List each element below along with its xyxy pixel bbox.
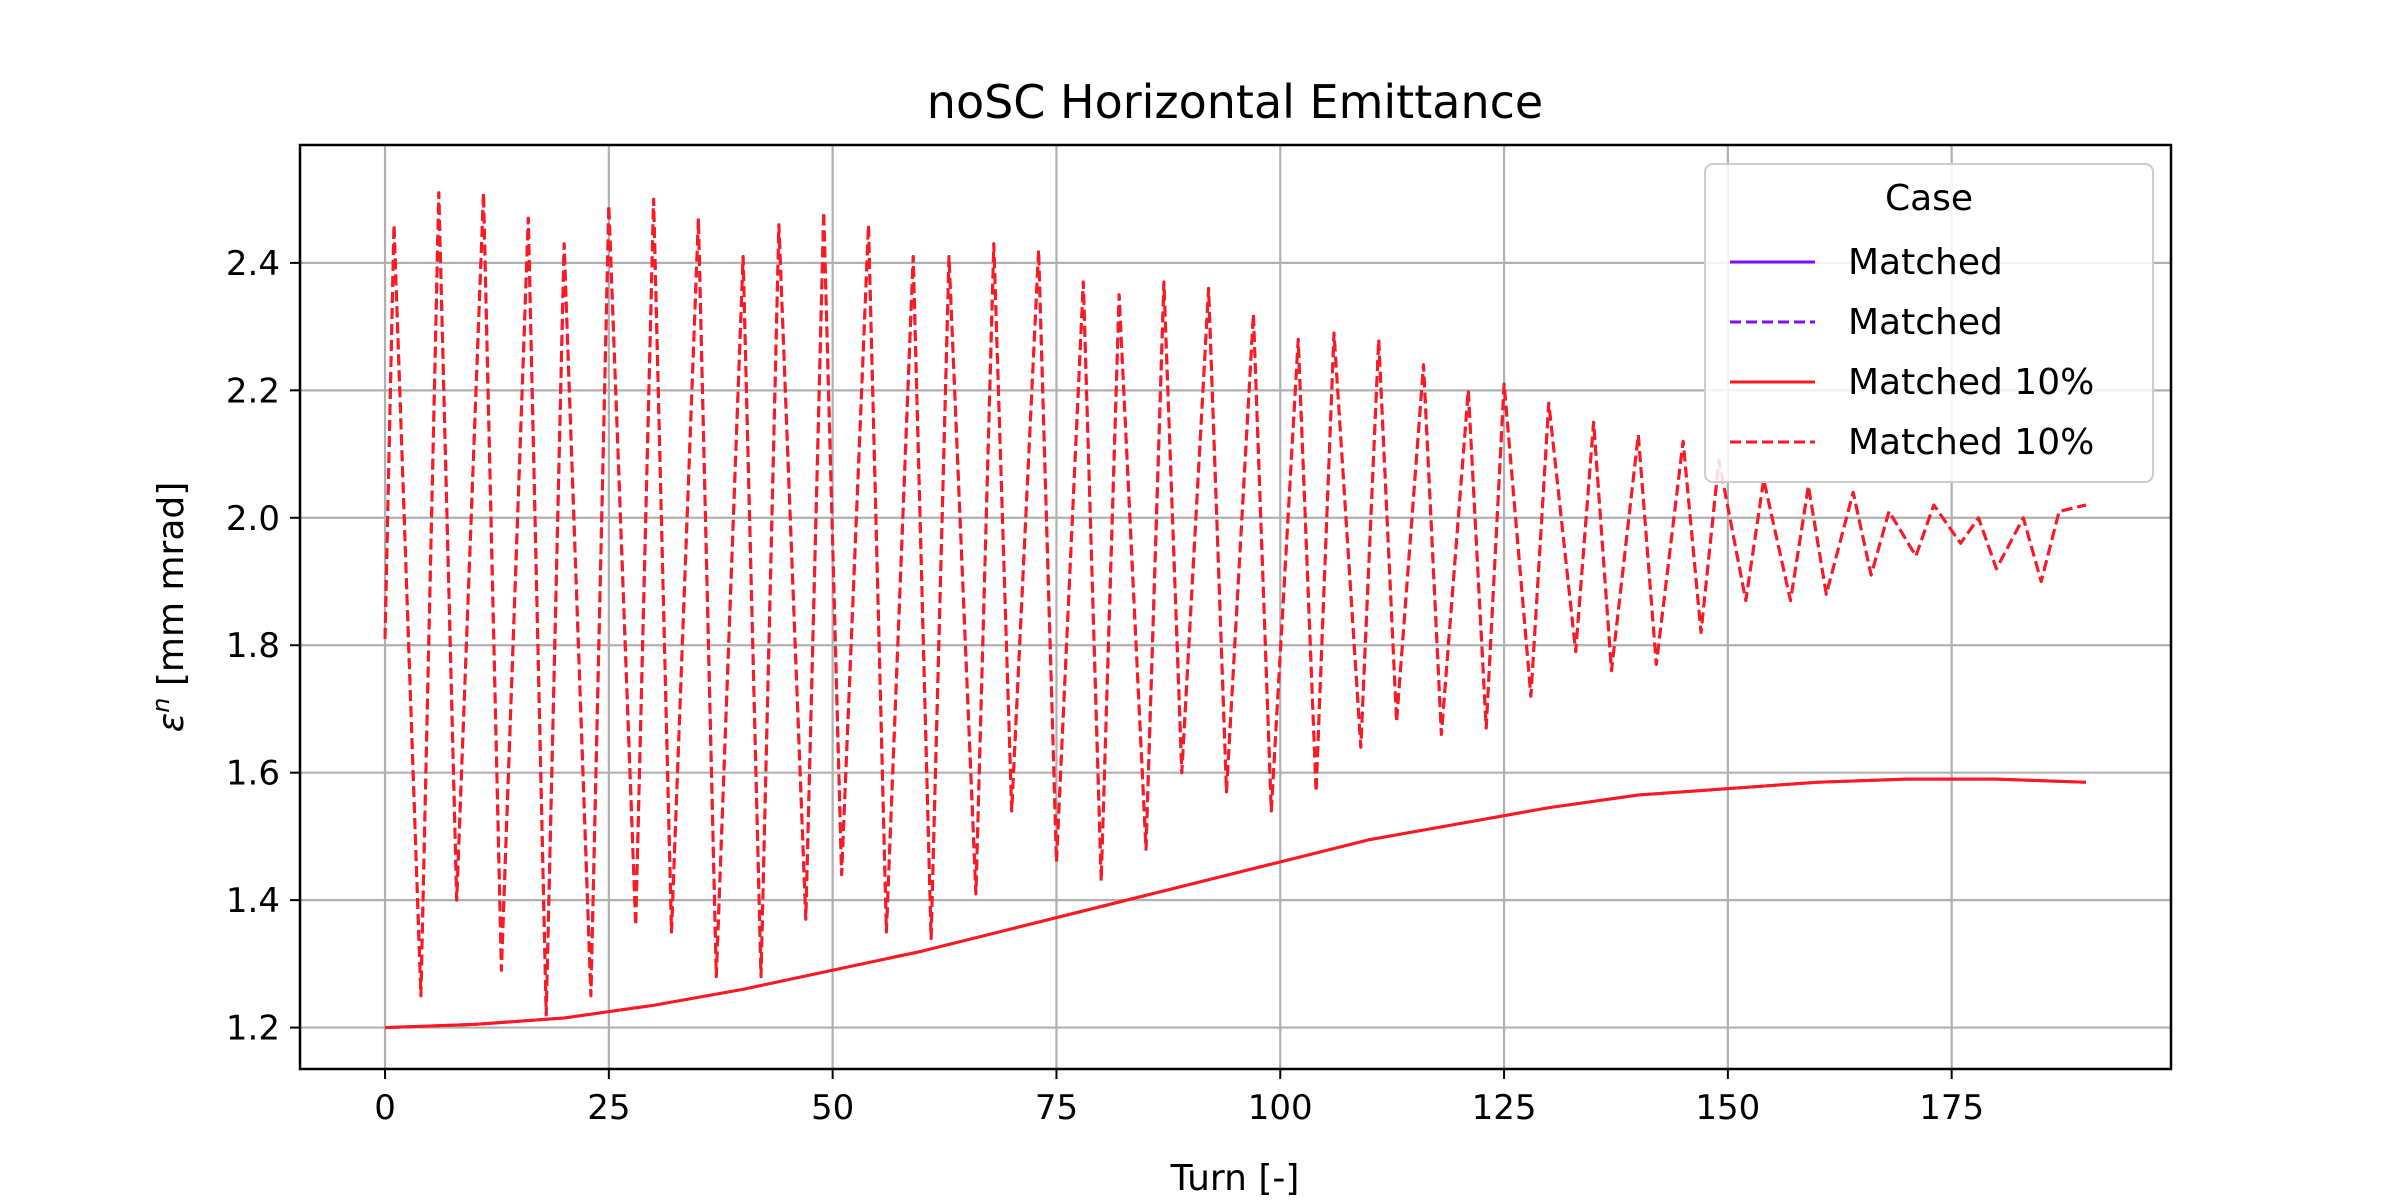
y-axis-ticks: 1.2 1.4 1.6 1.8 2.0 2.2 2.4 — [226, 244, 300, 1049]
y-tick-label: 1.8 — [226, 626, 280, 666]
x-tick-label: 150 — [1695, 1088, 1760, 1128]
legend-label: Matched 10% — [1848, 362, 2094, 403]
x-tick-label: 100 — [1248, 1088, 1313, 1128]
y-tick-label: 1.6 — [226, 754, 280, 794]
x-tick-label: 50 — [811, 1088, 854, 1128]
chart-title: noSC Horizontal Emittance — [927, 75, 1543, 129]
x-tick-label: 125 — [1472, 1088, 1537, 1128]
legend-box — [1704, 163, 2154, 483]
y-axis-label: εn [mm mrad] — [147, 482, 192, 733]
legend-label: Matched — [1848, 242, 2003, 283]
y-tick-label: 1.4 — [226, 881, 280, 921]
y-axis-label-symbol: ε — [151, 713, 192, 732]
x-axis-ticks: 0 25 50 75 100 125 150 175 — [374, 1069, 1984, 1128]
y-tick-label: 2.2 — [226, 371, 280, 411]
series-line-matched10_solid — [384, 777, 2087, 1030]
x-tick-label: 0 — [374, 1088, 396, 1128]
legend-label: Matched — [1848, 302, 2003, 343]
y-axis-label-superscript: n — [147, 698, 175, 713]
data-series — [383, 191, 2087, 1030]
y-tick-label: 1.2 — [226, 1009, 280, 1049]
series-line-matched10_dashed — [383, 191, 2087, 1017]
x-axis-label: Turn [-] — [1170, 1158, 1300, 1199]
legend-label: Matched 10% — [1848, 422, 2094, 463]
x-tick-label: 175 — [1919, 1088, 1984, 1128]
y-axis-label-unit: [mm mrad] — [151, 482, 192, 698]
legend-entries: Matched Matched Matched 10% Matched 10% — [1730, 242, 2094, 463]
legend-title: Case — [1885, 178, 1973, 219]
legend: Case Matched Matched Matched 10% Matched 10… — [1704, 163, 2154, 483]
plot-frame — [298, 143, 2173, 1071]
y-tick-label: 2.4 — [226, 244, 280, 284]
x-tick-label: 75 — [1035, 1088, 1078, 1128]
x-tick-label: 25 — [587, 1088, 630, 1128]
y-tick-label: 2.0 — [226, 499, 280, 539]
